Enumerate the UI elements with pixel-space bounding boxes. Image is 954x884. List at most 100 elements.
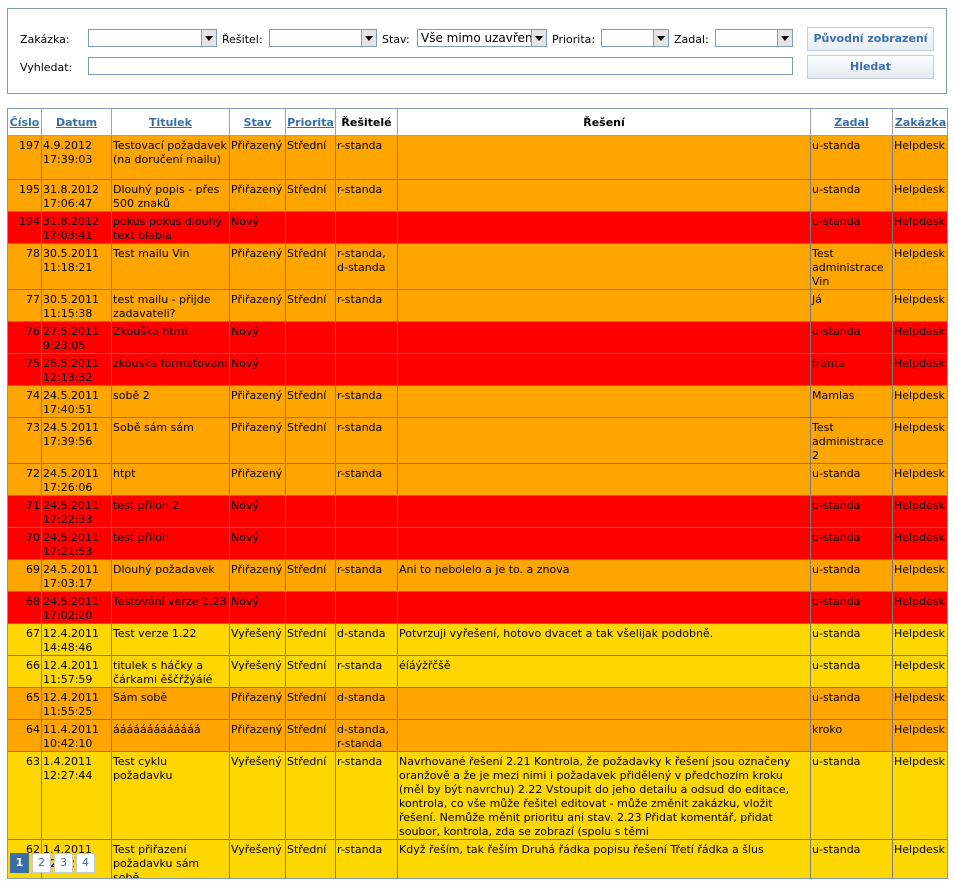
cell-zakazka: Helpdesk [892, 135, 947, 180]
stav-select[interactable]: Vše mimo uzavřen [417, 29, 547, 47]
stav-label: Stav: [382, 33, 410, 46]
cell-zakazka: Helpdesk [892, 289, 947, 322]
cell-titulek: Sobě sám sám [111, 417, 230, 464]
table-row[interactable]: 65 12.4.2011 11:55:25 Sám sobě Přiřazený Stř… [8, 687, 947, 720]
col-header-priorita[interactable]: Priorita [285, 109, 336, 136]
priorita-select[interactable] [601, 29, 669, 47]
table-row[interactable]: 621.4.2011 12:02:39Test přiřazení požada… [8, 839, 947, 878]
cell-stav: Přiřazený [229, 289, 286, 322]
table-row[interactable]: 77 30.5.2011 11:15:38 test mailu - přijde … [8, 289, 947, 322]
col-header-titulek[interactable]: Titulek [111, 109, 230, 136]
cell-resitele [335, 353, 398, 386]
cell-reseni [397, 321, 811, 354]
page-link-1[interactable]: 1 [10, 853, 29, 873]
cell-resitele [335, 321, 398, 354]
cell-stav: Přiřazený [229, 719, 286, 752]
cell-zadal: u-standa [810, 559, 893, 592]
resitel-select[interactable] [269, 29, 377, 47]
cell-resitele: r-standa [335, 559, 398, 592]
chevron-down-icon[interactable] [777, 30, 792, 46]
sort-link-stav[interactable]: Stav [243, 115, 272, 129]
col-header-reseni: Řešení [397, 109, 811, 136]
chevron-down-icon[interactable] [361, 30, 376, 46]
table-row[interactable]: 76 27.5.2011 9:23:05 Zkouška html Nový u-sta… [8, 321, 947, 354]
table-row[interactable]: 66 12.4.2011 11:57:59 titulek s háčky a čá… [8, 655, 947, 688]
cell-titulek: test mailu - přijde zadavateli? [111, 289, 230, 322]
table-row[interactable]: 72 24.5.2011 17:26:06 htpt Přiřazený r-stand… [8, 463, 947, 496]
zakazka-select[interactable] [88, 29, 217, 47]
table-row[interactable]: 68 24.5.2011 17:02:20 Testování verze 1.23… [8, 591, 947, 624]
cell-cislo: 72 [8, 463, 42, 496]
cell-cislo: 194 [8, 211, 42, 244]
search-input[interactable] [88, 57, 793, 75]
table-row[interactable]: 63 1.4.2011 12:27:44 Test cyklu požadavku V… [8, 751, 947, 840]
col-header-datum[interactable]: Datum [41, 109, 112, 136]
cell-resitele [335, 527, 398, 560]
sort-link-zadal[interactable]: Zadal [834, 115, 869, 129]
cell-titulek: Testovací požadavek (na doručení mailu) [111, 135, 230, 180]
col-header-cislo[interactable]: Číslo [8, 109, 42, 136]
cell-stav: Přiřazený [229, 463, 286, 496]
cell-stav: Přiřazený [229, 687, 286, 720]
cell-zadal: u-standa [810, 495, 893, 528]
sort-link-priorita[interactable]: Priorita [287, 115, 334, 129]
cell-datum: 24.5.2011 17:03:17 [41, 559, 112, 592]
col-header-zadal[interactable]: Zadal [810, 109, 893, 136]
page-link-4[interactable]: 4 [76, 853, 95, 873]
table-row[interactable]: 195 31.8.2012 17:06:47 Dlouhý popis - přes… [8, 179, 947, 212]
cell-zadal: kroko [810, 719, 893, 752]
reset-view-button[interactable]: Původní zobrazení [807, 27, 934, 51]
page-link-2[interactable]: 2 [32, 853, 51, 873]
col-header-zakazka[interactable]: Zakázka [892, 109, 947, 136]
table-row[interactable]: 69 24.5.2011 17:03:17 Dlouhý požadavek Přiř… [8, 559, 947, 592]
table-row[interactable]: 70 24.5.2011 17:21:53 test příloh Nový u-sta… [8, 527, 947, 560]
table-row[interactable]: 64 11.4.2011 10:42:10 ááááááááááááá Přiřaze… [8, 719, 947, 752]
cell-stav: Nový [229, 211, 286, 244]
cell-reseni: Navrhované řešení 2.21 Kontrola, že poža… [397, 751, 811, 840]
sort-link-datum[interactable]: Datum [55, 115, 98, 129]
stav-select-value: Vše mimo uzavřen [421, 31, 533, 45]
cell-stav: Vyřešený [229, 655, 286, 688]
cell-datum: 11.4.2011 10:42:10 [41, 719, 112, 752]
search-button[interactable]: Hledat [807, 55, 934, 79]
col-header-stav[interactable]: Stav [229, 109, 286, 136]
table-row[interactable]: 73 24.5.2011 17:39:56 Sobě sám sám Přiřazen… [8, 417, 947, 464]
table-row[interactable]: 67 12.4.2011 14:48:46 Test verze 1.22 Vyřeš… [8, 623, 947, 656]
cell-zakazka: Helpdesk [892, 179, 947, 212]
cell-stav: Vyřešený [229, 839, 286, 878]
cell-reseni: Ani to nebolelo a je to. a znova [397, 559, 811, 592]
cell-datum: 26.5.2011 12:13:32 [41, 353, 112, 386]
cell-resitele: r-standa [335, 655, 398, 688]
cell-cislo: 74 [8, 385, 42, 418]
chevron-down-icon[interactable] [653, 30, 668, 46]
cell-reseni [397, 211, 811, 244]
cell-cislo: 68 [8, 591, 42, 624]
sort-link-titulek[interactable]: Titulek [149, 115, 192, 129]
cell-titulek: Zkouška html [111, 321, 230, 354]
cell-reseni [397, 591, 811, 624]
table-row[interactable]: 197 4.9.2012 17:39:03 Testovací požadavek … [8, 135, 947, 180]
sort-link-cislo[interactable]: Číslo [9, 115, 40, 129]
cell-zadal: u-standa [810, 623, 893, 656]
table-row[interactable]: 194 31.8.2012 17:03:41 pokus pokus dlouhý … [8, 211, 947, 244]
chevron-down-icon[interactable] [201, 30, 216, 46]
table-row[interactable]: 75 26.5.2011 12:13:32 zkouska formatovani N… [8, 353, 947, 386]
cell-zakazka: Helpdesk [892, 687, 947, 720]
table-row[interactable]: 74 24.5.2011 17:40:51 sobě 2 Přiřazený Střed… [8, 385, 947, 418]
cell-priorita [285, 591, 336, 624]
cell-zadal: u-standa [810, 463, 893, 496]
cell-resitele: r-standa [335, 463, 398, 496]
cell-titulek: Sám sobě [111, 687, 230, 720]
chevron-down-icon[interactable] [531, 30, 546, 46]
page-link-3[interactable]: 3 [54, 853, 73, 873]
cell-datum: 24.5.2011 17:21:53 [41, 527, 112, 560]
cell-stav: Přiřazený [229, 385, 286, 418]
sort-link-zakazka[interactable]: Zakázka [894, 115, 947, 129]
zadal-select[interactable] [715, 29, 793, 47]
table-row[interactable]: 71 24.5.2011 17:22:33 test příloh 2 Nový u-s… [8, 495, 947, 528]
cell-zakazka: Helpdesk [892, 839, 947, 878]
cell-titulek: htpt [111, 463, 230, 496]
cell-zakazka: Helpdesk [892, 495, 947, 528]
table-row[interactable]: 78 30.5.2011 11:18:21 Test mailu Vin Přiřaz… [8, 243, 947, 290]
cell-datum: 24.5.2011 17:39:56 [41, 417, 112, 464]
